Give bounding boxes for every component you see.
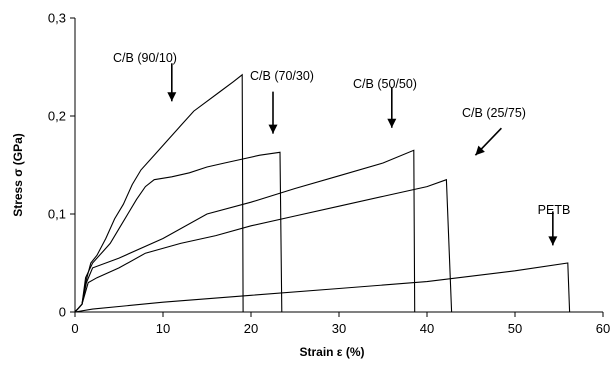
series-label: C/B (70/30) <box>250 69 314 83</box>
x-axis-title: Strain ε (%) <box>299 345 364 359</box>
x-tick-label: 60 <box>596 321 610 336</box>
curve-petb <box>74 262 571 313</box>
x-tick-label: 0 <box>71 321 78 336</box>
curve-c-b-90-10 <box>74 73 244 313</box>
axes: 0 10 20 30 40 50 60 0 0,1 0,2 0,3 <box>48 11 610 337</box>
y-ticks: 0 0,1 0,2 0,3 <box>48 11 75 320</box>
curve-c-b-50-50 <box>74 149 416 313</box>
annotation-c-b-25-75: C/B (25/75) <box>462 106 526 156</box>
annotation-c-b-70-30: C/B (70/30) <box>250 69 314 134</box>
x-tick-label: 30 <box>332 321 346 336</box>
x-tick-label: 50 <box>508 321 522 336</box>
series-label: C/B (25/75) <box>462 106 526 120</box>
y-tick-label: 0,1 <box>48 207 66 222</box>
annotation-c-b-90-10: C/B (90/10) <box>113 51 177 102</box>
arrow-head <box>387 118 397 128</box>
arrow-head <box>268 124 278 134</box>
x-tick-label: 40 <box>420 321 434 336</box>
series-annotations: C/B (90/10) C/B (70/30) C/B (50/50) C/B (25… <box>113 51 571 246</box>
series-label: C/B (90/10) <box>113 51 177 65</box>
x-ticks: 0 10 20 30 40 50 60 <box>71 312 610 336</box>
series-label: PETB <box>538 203 571 217</box>
curve-c-b-70-30 <box>74 151 283 313</box>
series-curves <box>74 73 571 313</box>
x-tick-label: 20 <box>244 321 258 336</box>
y-axis-title: Stress σ (GPa) <box>11 133 25 217</box>
arrow-head <box>475 145 485 156</box>
series-label: C/B (50/50) <box>353 77 417 91</box>
y-tick-label: 0 <box>59 305 66 320</box>
y-tick-label: 0,3 <box>48 11 66 26</box>
arrow-head <box>167 92 177 102</box>
x-tick-label: 10 <box>156 321 170 336</box>
annotation-petb: PETB <box>538 203 571 246</box>
annotation-c-b-50-50: C/B (50/50) <box>353 77 417 128</box>
arrow-head <box>548 236 558 246</box>
y-tick-label: 0,2 <box>48 109 66 124</box>
curve-c-b-25-75 <box>74 178 453 313</box>
